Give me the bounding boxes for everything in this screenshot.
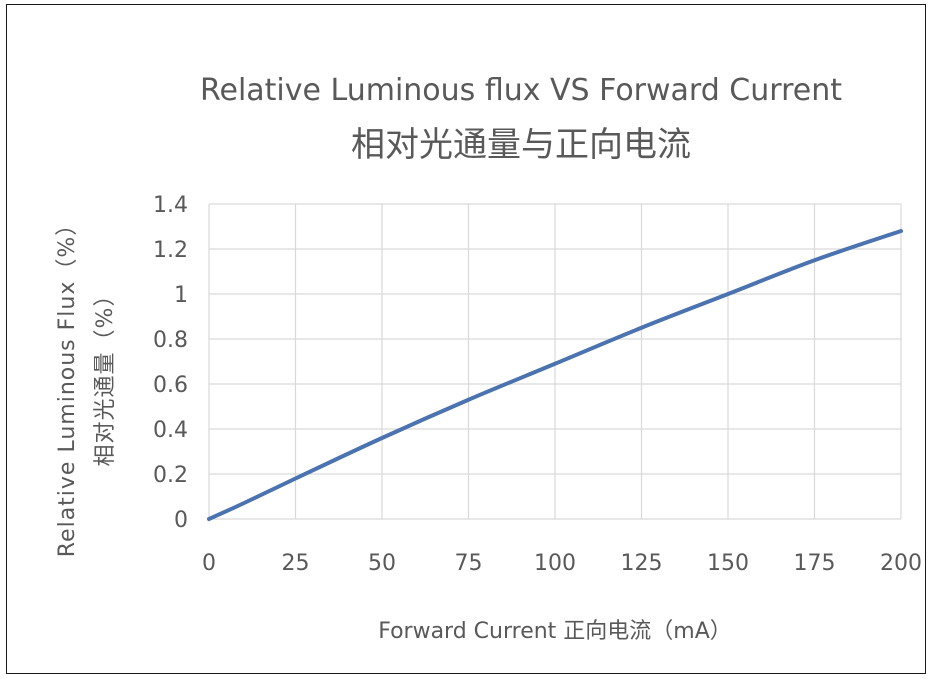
- series-group: [207, 229, 903, 521]
- x-axis-label: Forward Current 正向电流（mA）: [378, 619, 732, 644]
- y-tick-label: 1.2: [153, 238, 188, 263]
- y-axis-label-line1: Relative Luminous Flux（%）: [55, 213, 80, 558]
- x-tick-label: 125: [621, 551, 663, 576]
- y-tick-label: 1.4: [153, 193, 188, 218]
- chart-subtitle: 相对光通量与正向电流: [351, 125, 691, 165]
- grid: [208, 203, 902, 520]
- x-tick-label: 25: [282, 551, 310, 576]
- y-tick-label: 1: [174, 283, 188, 308]
- y-tick-labels: 0 0.2 0.4 0.6 0.8 1 1.2 1.4: [153, 193, 188, 533]
- y-axis-label-line2: 相对光通量（%）: [93, 284, 118, 467]
- series-line: [207, 229, 903, 521]
- x-tick-label: 50: [368, 551, 396, 576]
- y-tick-label: 0.2: [153, 463, 188, 488]
- x-tick-label: 150: [707, 551, 749, 576]
- x-tick-label: 175: [794, 551, 836, 576]
- x-tick-label: 0: [202, 551, 216, 576]
- x-tick-label: 75: [455, 551, 483, 576]
- x-tick-label: 100: [534, 551, 576, 576]
- y-tick-label: 0: [174, 508, 188, 533]
- y-tick-label: 0.6: [153, 373, 188, 398]
- x-tick-label: 200: [880, 551, 922, 576]
- chart-title: Relative Luminous flux VS Forward Curren…: [200, 73, 842, 108]
- y-tick-label: 0.4: [153, 418, 188, 443]
- y-tick-label: 0.8: [153, 328, 188, 353]
- x-tick-labels: 0 25 50 75 100 125 150 175 200: [202, 551, 922, 576]
